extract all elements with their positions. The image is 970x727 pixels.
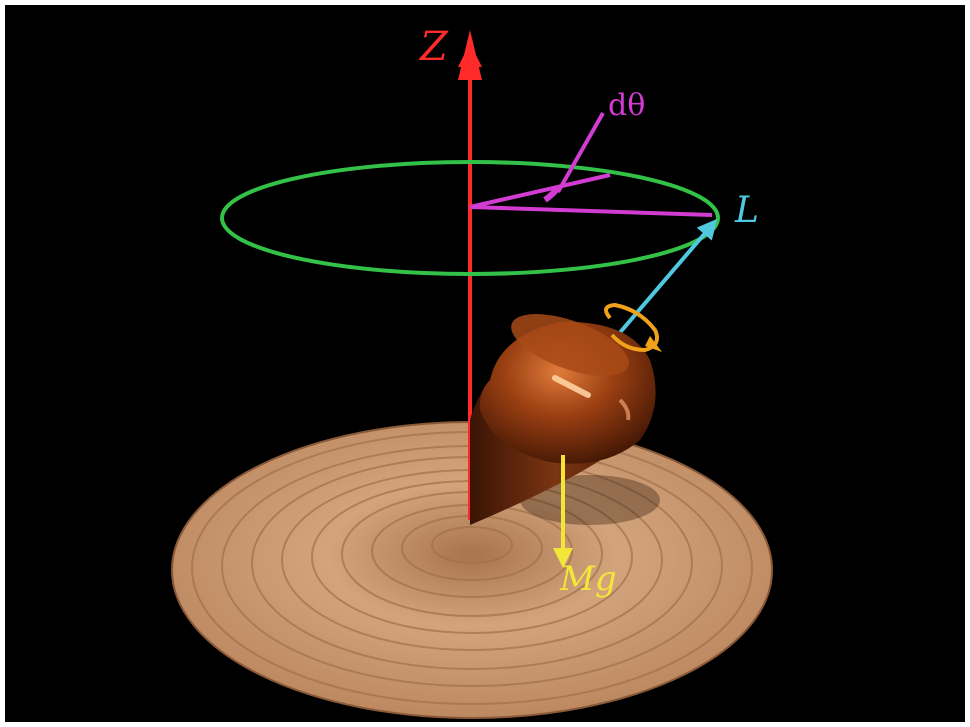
z-axis-label: Z bbox=[418, 24, 449, 70]
angular-momentum-vector bbox=[603, 218, 718, 352]
angular-momentum-label: L bbox=[734, 190, 759, 231]
angle-label: dθ bbox=[608, 88, 645, 123]
gravity-label: Mg bbox=[559, 559, 617, 599]
top-shadow bbox=[520, 475, 660, 525]
spinning-top-icon bbox=[470, 314, 656, 525]
spin-direction-arrow bbox=[604, 302, 662, 353]
angle-d-theta bbox=[469, 112, 713, 217]
precession-circle bbox=[220, 160, 720, 276]
